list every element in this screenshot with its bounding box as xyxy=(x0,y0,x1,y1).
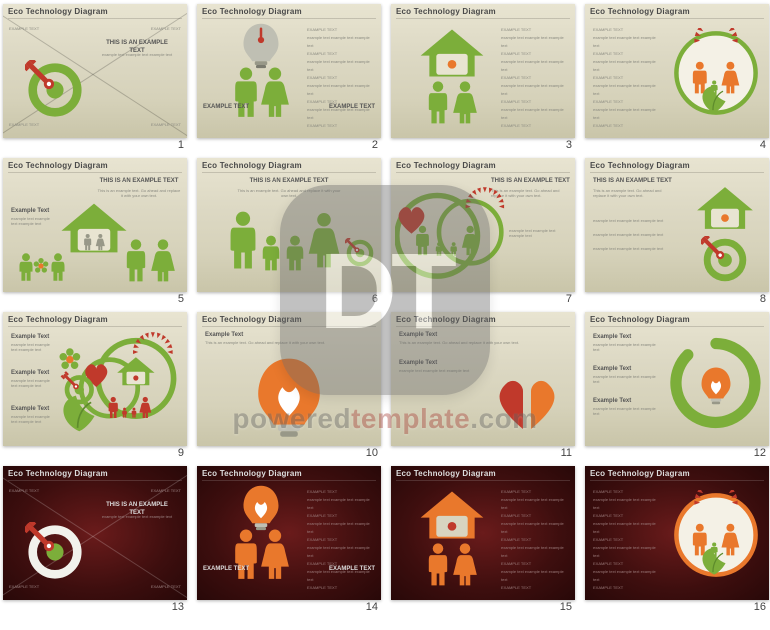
person-f-icon xyxy=(259,528,291,582)
slide-title: Eco Technology Diagram xyxy=(396,315,496,324)
slide-title: Eco Technology Diagram xyxy=(590,161,690,170)
slide-title: Eco Technology Diagram xyxy=(8,161,108,170)
person-icon xyxy=(425,80,451,126)
thumbnail-grid: Eco Technology Diagram THIS IS AN EXAMPL… xyxy=(0,0,770,620)
slide-number: 10 xyxy=(197,446,381,459)
slide-10: Eco Technology Diagram Example Text This… xyxy=(197,312,381,446)
slide-cell[interactable]: Eco Technology Diagram THIS IS AN EXAMPL… xyxy=(197,158,381,308)
bulb-icon xyxy=(241,20,281,70)
slide-title: Eco Technology Diagram xyxy=(590,315,690,324)
slide-1: Eco Technology Diagram THIS IS AN EXAMPL… xyxy=(3,4,187,138)
slide-cell[interactable]: Eco Technology Diagram Example Text This… xyxy=(391,312,575,462)
slide-number: 13 xyxy=(3,600,187,613)
slide-number: 3 xyxy=(391,138,575,151)
slide-number: 14 xyxy=(197,600,381,613)
slide-4: Eco Technology Diagram EXAMPLE TEXT exam… xyxy=(585,4,769,138)
slide-cell[interactable]: Eco Technology Diagram THIS IS AN EXAMPL… xyxy=(3,158,187,308)
person-f-icon xyxy=(259,66,291,120)
slide-16: Eco Technology Diagram EXAMPLE TEXT exam… xyxy=(585,466,769,600)
target-icon xyxy=(701,236,749,284)
child-icon xyxy=(49,252,67,282)
child-icon xyxy=(261,234,281,272)
circle-family-icon xyxy=(671,490,761,580)
slide-number: 8 xyxy=(585,292,769,305)
slide-title: Eco Technology Diagram xyxy=(396,7,496,16)
slide-cell[interactable]: Eco Technology Diagram EXAMPLE TEXT exam… xyxy=(391,4,575,154)
house-icon xyxy=(417,488,487,542)
collage-icon xyxy=(51,330,183,442)
bulb-icon xyxy=(241,482,281,532)
slide-cell[interactable]: Eco Technology Diagram Example Text exam… xyxy=(3,312,187,462)
slide-number: 2 xyxy=(197,138,381,151)
slide-6: Eco Technology Diagram THIS IS AN EXAMPL… xyxy=(197,158,381,292)
slide-title: Eco Technology Diagram xyxy=(202,315,302,324)
donut-bulb-icon xyxy=(669,336,763,430)
slide-number: 4 xyxy=(585,138,769,151)
slide-title: Eco Technology Diagram xyxy=(8,469,108,478)
slide-title: Eco Technology Diagram xyxy=(590,469,690,478)
slide-cell[interactable]: Eco Technology Diagram THIS IS AN EXAMPL… xyxy=(585,158,769,308)
slide-cell[interactable]: Eco Technology Diagram EXAMPLE TEXT EXAM… xyxy=(197,4,381,154)
slide-cell[interactable]: Eco Technology Diagram THIS IS AN EXAMPL… xyxy=(3,466,187,616)
slide-3: Eco Technology Diagram EXAMPLE TEXT exam… xyxy=(391,4,575,138)
circle-family-icon xyxy=(671,28,761,118)
slide-cell[interactable]: Eco Technology Diagram Example Text This… xyxy=(197,312,381,462)
target-icon xyxy=(25,60,85,120)
slide-number: 15 xyxy=(391,600,575,613)
slide-title: Eco Technology Diagram xyxy=(202,161,302,170)
house-icon xyxy=(55,200,133,256)
slide-title: Eco Technology Diagram xyxy=(396,161,496,170)
slide-9: Eco Technology Diagram Example Text exam… xyxy=(3,312,187,446)
slide-cell[interactable]: Eco Technology Diagram EXAMPLE TEXT exam… xyxy=(585,4,769,154)
slide-2: Eco Technology Diagram EXAMPLE TEXT EXAM… xyxy=(197,4,381,138)
slide-title: Eco Technology Diagram xyxy=(8,315,108,324)
slide-number: 11 xyxy=(391,446,575,459)
slide-cell[interactable]: Eco Technology Diagram EXAMPLE TEXT EXAM… xyxy=(197,466,381,616)
person-f-icon xyxy=(451,80,479,126)
slide-number: 9 xyxy=(3,446,187,459)
slide-number: 7 xyxy=(391,292,575,305)
target-icon xyxy=(25,522,85,582)
slide-14: Eco Technology Diagram EXAMPLE TEXT EXAM… xyxy=(197,466,381,600)
slide-number: 5 xyxy=(3,292,187,305)
slide-15: Eco Technology Diagram EXAMPLE TEXT exam… xyxy=(391,466,575,600)
person-f-icon xyxy=(149,238,177,284)
slide-7: Eco Technology Diagram THIS IS AN EXAMPL… xyxy=(391,158,575,292)
slide-cell[interactable]: Eco Technology Diagram EXAMPLE TEXT exam… xyxy=(391,466,575,616)
heart-split-icon xyxy=(487,370,567,436)
slide-title: Eco Technology Diagram xyxy=(396,469,496,478)
person-icon xyxy=(123,238,149,284)
slide-number: 6 xyxy=(197,292,381,305)
person-f-icon xyxy=(451,542,479,588)
slide-title: Eco Technology Diagram xyxy=(590,7,690,16)
person-icon xyxy=(227,208,259,274)
slide-number: 12 xyxy=(585,446,769,459)
slide-11: Eco Technology Diagram Example Text This… xyxy=(391,312,575,446)
house-icon xyxy=(693,184,757,232)
person-icon xyxy=(231,66,261,120)
slide-13: Eco Technology Diagram THIS IS AN EXAMPL… xyxy=(3,466,187,600)
target-icon xyxy=(345,238,375,268)
slide-title: Eco Technology Diagram xyxy=(202,7,302,16)
slide-cell[interactable]: Eco Technology Diagram EXAMPLE TEXT exam… xyxy=(585,466,769,616)
house-icon xyxy=(417,26,487,80)
bulb-icon xyxy=(253,352,325,440)
slide-5: Eco Technology Diagram THIS IS AN EXAMPL… xyxy=(3,158,187,292)
slide-12: Eco Technology Diagram Example Text exam… xyxy=(585,312,769,446)
person-icon xyxy=(231,528,261,582)
person-f-icon xyxy=(307,208,341,274)
child-icon xyxy=(285,234,305,272)
slide-8: Eco Technology Diagram THIS IS AN EXAMPL… xyxy=(585,158,769,292)
slide-number: 16 xyxy=(585,600,769,613)
flower-icon xyxy=(33,258,49,274)
slide-title: Eco Technology Diagram xyxy=(202,469,302,478)
slide-cell[interactable]: Eco Technology Diagram THIS IS AN EXAMPL… xyxy=(391,158,575,308)
rings-icon xyxy=(395,184,505,284)
slide-cell[interactable]: Eco Technology Diagram Example Text exam… xyxy=(585,312,769,462)
slide-title: Eco Technology Diagram xyxy=(8,7,108,16)
person-icon xyxy=(425,542,451,588)
slide-number: 1 xyxy=(3,138,187,151)
slide-cell[interactable]: Eco Technology Diagram THIS IS AN EXAMPL… xyxy=(3,4,187,154)
